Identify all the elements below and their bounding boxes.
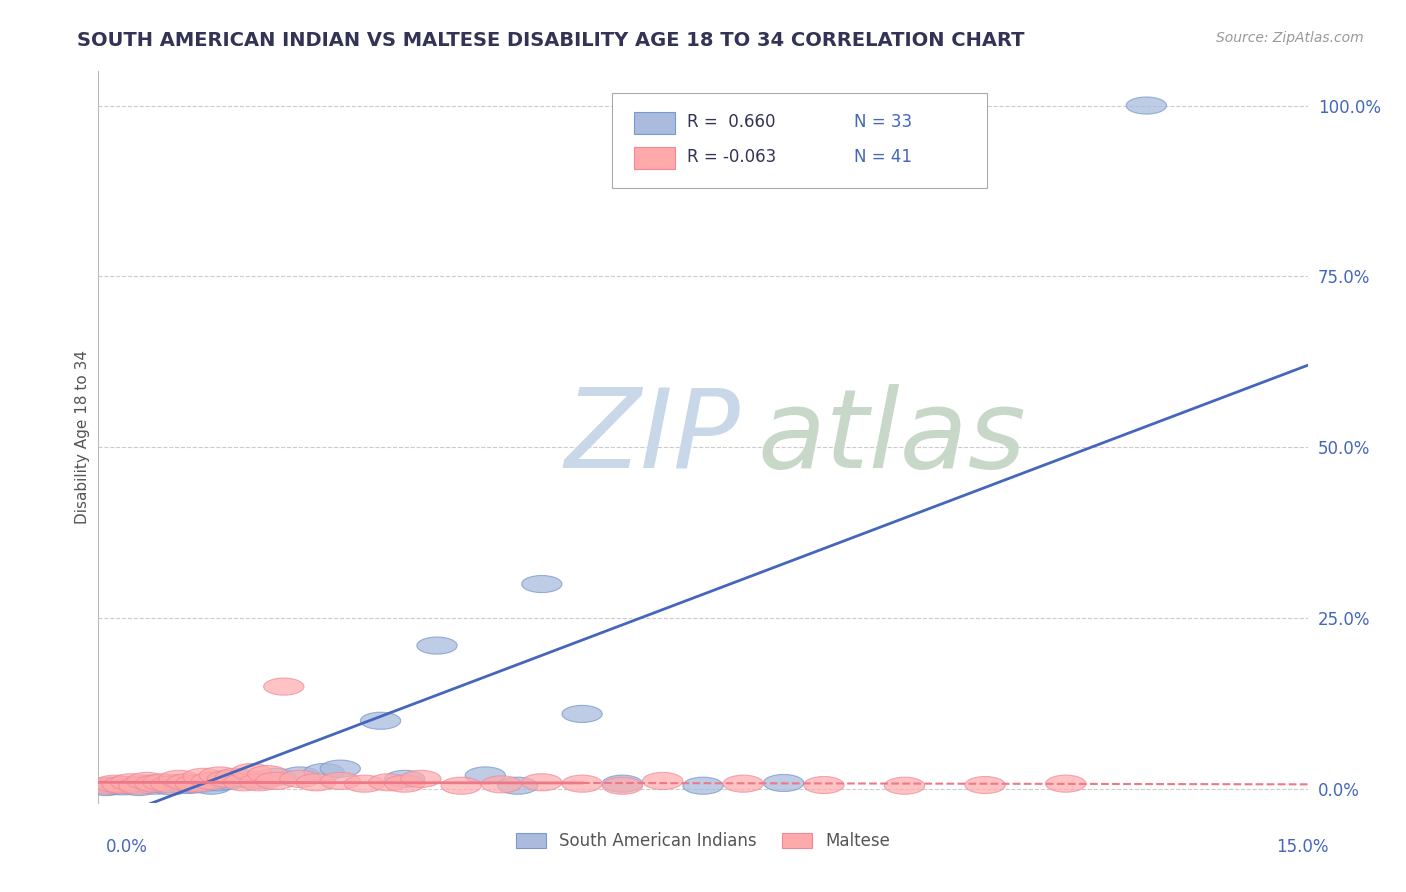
FancyBboxPatch shape <box>634 146 675 169</box>
Text: 15.0%: 15.0% <box>1277 838 1329 856</box>
Ellipse shape <box>207 772 247 789</box>
Ellipse shape <box>602 775 643 792</box>
Ellipse shape <box>304 764 344 780</box>
Text: R = -0.063: R = -0.063 <box>688 148 776 166</box>
Ellipse shape <box>150 778 191 795</box>
Ellipse shape <box>264 678 304 695</box>
Ellipse shape <box>135 777 174 794</box>
Ellipse shape <box>602 777 643 794</box>
Ellipse shape <box>763 774 804 791</box>
Ellipse shape <box>86 777 127 794</box>
Ellipse shape <box>1126 97 1167 114</box>
Ellipse shape <box>135 775 174 792</box>
Ellipse shape <box>159 771 200 788</box>
Ellipse shape <box>167 776 207 794</box>
FancyBboxPatch shape <box>634 112 675 134</box>
Text: N = 41: N = 41 <box>855 148 912 166</box>
Ellipse shape <box>143 776 183 793</box>
Ellipse shape <box>232 764 271 780</box>
Ellipse shape <box>200 767 239 784</box>
Ellipse shape <box>143 773 183 791</box>
Ellipse shape <box>127 775 167 792</box>
Ellipse shape <box>723 775 763 792</box>
Ellipse shape <box>215 768 256 785</box>
Ellipse shape <box>150 776 191 793</box>
Ellipse shape <box>239 772 280 789</box>
Text: 0.0%: 0.0% <box>105 838 148 856</box>
Text: SOUTH AMERICAN INDIAN VS MALTESE DISABILITY AGE 18 TO 34 CORRELATION CHART: SOUTH AMERICAN INDIAN VS MALTESE DISABIL… <box>77 31 1025 50</box>
Ellipse shape <box>498 777 537 794</box>
Ellipse shape <box>465 767 506 784</box>
Legend: South American Indians, Maltese: South American Indians, Maltese <box>509 825 897 856</box>
Ellipse shape <box>884 777 925 794</box>
Ellipse shape <box>111 773 150 791</box>
Ellipse shape <box>522 773 562 791</box>
Y-axis label: Disability Age 18 to 34: Disability Age 18 to 34 <box>75 350 90 524</box>
Text: ZIP: ZIP <box>564 384 740 491</box>
Text: N = 33: N = 33 <box>855 112 912 131</box>
Ellipse shape <box>683 777 723 794</box>
Ellipse shape <box>321 772 360 789</box>
Ellipse shape <box>183 775 224 792</box>
Ellipse shape <box>94 777 135 794</box>
Ellipse shape <box>441 777 481 794</box>
Ellipse shape <box>118 779 159 796</box>
Text: Source: ZipAtlas.com: Source: ZipAtlas.com <box>1216 31 1364 45</box>
Ellipse shape <box>174 776 215 793</box>
Ellipse shape <box>239 773 280 791</box>
Ellipse shape <box>360 712 401 730</box>
Ellipse shape <box>562 775 602 792</box>
Ellipse shape <box>207 771 247 788</box>
Ellipse shape <box>224 773 264 791</box>
Ellipse shape <box>256 768 295 785</box>
Ellipse shape <box>385 775 425 792</box>
Ellipse shape <box>804 776 844 794</box>
Ellipse shape <box>247 765 288 782</box>
Ellipse shape <box>481 776 522 793</box>
Ellipse shape <box>280 767 321 784</box>
Ellipse shape <box>416 637 457 654</box>
Ellipse shape <box>224 771 264 788</box>
Ellipse shape <box>280 771 321 788</box>
Ellipse shape <box>385 771 425 788</box>
Ellipse shape <box>965 776 1005 794</box>
Ellipse shape <box>174 775 215 792</box>
Ellipse shape <box>368 773 409 791</box>
Ellipse shape <box>167 773 207 791</box>
Ellipse shape <box>103 778 143 795</box>
Ellipse shape <box>183 768 224 785</box>
Ellipse shape <box>256 772 295 789</box>
Ellipse shape <box>159 774 200 791</box>
Ellipse shape <box>111 776 150 794</box>
Ellipse shape <box>401 771 441 788</box>
FancyBboxPatch shape <box>613 94 987 188</box>
Ellipse shape <box>562 706 602 723</box>
Text: atlas: atlas <box>758 384 1026 491</box>
Ellipse shape <box>127 772 167 789</box>
Text: R =  0.660: R = 0.660 <box>688 112 776 131</box>
Ellipse shape <box>191 772 232 789</box>
Ellipse shape <box>191 777 232 794</box>
Ellipse shape <box>295 773 336 791</box>
Ellipse shape <box>1046 775 1085 792</box>
Ellipse shape <box>643 772 683 789</box>
Ellipse shape <box>321 760 360 777</box>
Ellipse shape <box>94 775 135 792</box>
Ellipse shape <box>103 776 143 794</box>
Ellipse shape <box>344 775 385 792</box>
Ellipse shape <box>522 575 562 592</box>
Ellipse shape <box>200 773 239 791</box>
Ellipse shape <box>118 777 159 794</box>
Ellipse shape <box>86 779 127 796</box>
